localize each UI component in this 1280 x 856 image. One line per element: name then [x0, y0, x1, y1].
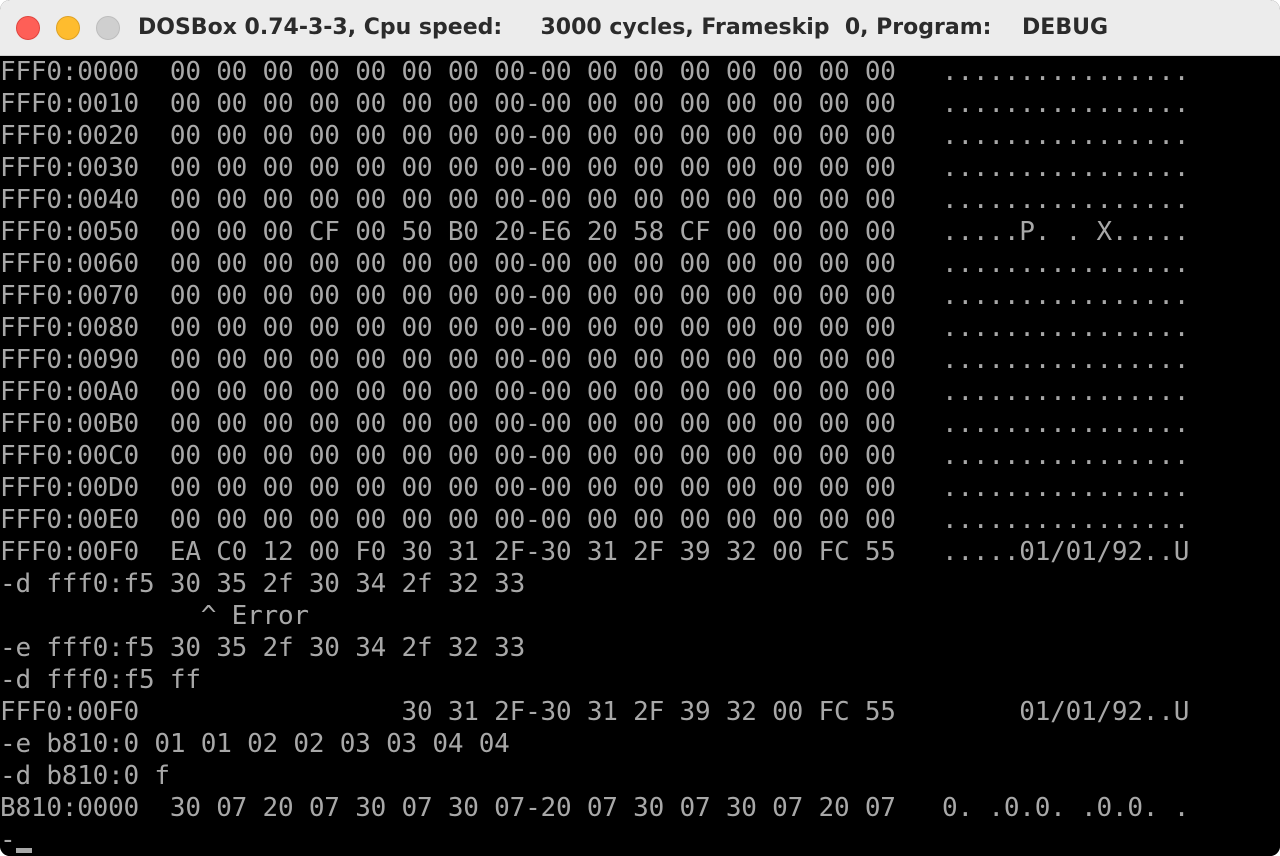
console-line: FFF0:0090 00 00 00 00 00 00 00 00-00 00 … — [0, 345, 1190, 375]
prompt-line[interactable]: - — [0, 824, 1189, 856]
console-line: FFF0:00F0 30 31 2F-30 31 2F 39 32 00 FC … — [0, 697, 1190, 727]
console-line: FFF0:0020 00 00 00 00 00 00 00 00-00 00 … — [0, 121, 1190, 151]
dos-console[interactable]: FFF0:0000 00 00 00 00 00 00 00 00-00 00 … — [0, 56, 1280, 856]
text-cursor — [16, 848, 32, 853]
console-line: FFF0:0080 00 00 00 00 00 00 00 00-00 00 … — [0, 313, 1190, 343]
console-line: -e fff0:f5 30 35 2f 30 34 2f 32 33 — [0, 633, 526, 663]
console-line: B810:0000 30 07 20 07 30 07 30 07-20 07 … — [0, 793, 1190, 823]
zoom-button[interactable] — [96, 16, 120, 40]
console-line: ^ Error — [0, 601, 309, 631]
console-line: -e b810:0 01 01 02 02 03 03 04 04 — [0, 729, 510, 759]
console-line: -d b810:0 f — [0, 761, 170, 791]
console-line: FFF0:00F0 EA C0 12 00 F0 30 31 2F-30 31 … — [0, 537, 1190, 567]
console-line: FFF0:00D0 00 00 00 00 00 00 00 00-00 00 … — [0, 473, 1190, 503]
console-line: FFF0:0060 00 00 00 00 00 00 00 00-00 00 … — [0, 249, 1190, 279]
console-line: FFF0:00E0 00 00 00 00 00 00 00 00-00 00 … — [0, 505, 1190, 535]
close-button[interactable] — [16, 16, 40, 40]
console-line: FFF0:0000 00 00 00 00 00 00 00 00-00 00 … — [0, 57, 1190, 87]
console-line: FFF0:0040 00 00 00 00 00 00 00 00-00 00 … — [0, 185, 1190, 215]
console-line: FFF0:00C0 00 00 00 00 00 00 00 00-00 00 … — [0, 441, 1190, 471]
console-line: FFF0:0070 00 00 00 00 00 00 00 00-00 00 … — [0, 281, 1190, 311]
console-line: FFF0:0010 00 00 00 00 00 00 00 00-00 00 … — [0, 89, 1190, 119]
console-line: FFF0:00B0 00 00 00 00 00 00 00 00-00 00 … — [0, 409, 1190, 439]
console-line: FFF0:0030 00 00 00 00 00 00 00 00-00 00 … — [0, 153, 1190, 183]
console-line: FFF0:0050 00 00 00 CF 00 50 B0 20-E6 20 … — [0, 217, 1190, 247]
command-prompt: - — [0, 825, 16, 855]
minimize-button[interactable] — [56, 16, 80, 40]
console-line: FFF0:00A0 00 00 00 00 00 00 00 00-00 00 … — [0, 377, 1190, 407]
console-line: -d fff0:f5 30 35 2f 30 34 2f 32 33 — [0, 569, 526, 599]
console-line: -d fff0:f5 ff — [0, 665, 201, 695]
console-output: FFF0:0000 00 00 00 00 00 00 00 00-00 00 … — [0, 56, 1189, 856]
window-title: DOSBox 0.74-3-3, Cpu speed: 3000 cycles,… — [138, 15, 1109, 40]
title-bar[interactable]: DOSBox 0.74-3-3, Cpu speed: 3000 cycles,… — [0, 0, 1280, 56]
